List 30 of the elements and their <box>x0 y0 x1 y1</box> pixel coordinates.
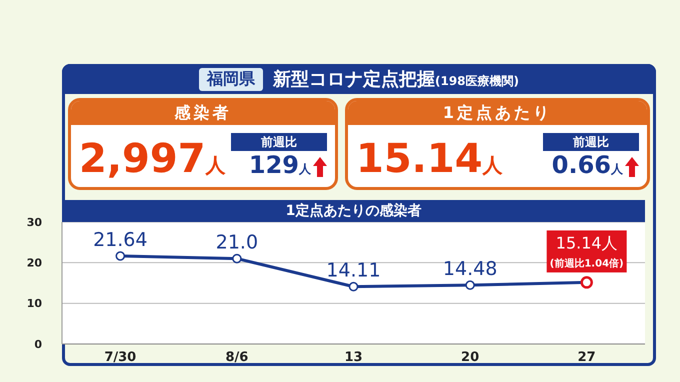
x-tick-label: 8/6 <box>225 350 248 366</box>
text: 1定点あたり <box>348 101 647 125</box>
point <box>232 254 242 264</box>
y-tick-label: 30 <box>26 216 42 229</box>
text: 前週比 <box>231 133 327 151</box>
text: 2,997人 <box>79 136 226 182</box>
text: 前週比 <box>543 133 639 151</box>
data-label: 15.14人 <box>556 233 618 252</box>
point <box>465 280 475 290</box>
text: 0.66人 <box>552 151 623 179</box>
point <box>348 282 358 292</box>
data-label: 21.64 <box>93 228 148 251</box>
y-tick-label: 0 <box>34 338 42 351</box>
text: 福岡県 <box>198 68 263 90</box>
text: 129人 <box>248 151 311 179</box>
text: 感染者 <box>71 101 335 125</box>
y-tick-label: 20 <box>26 256 42 270</box>
x-tick-label: 20 <box>461 350 480 366</box>
x-tick-label: 7/30 <box>104 350 136 366</box>
point <box>116 251 126 261</box>
data-label: 21.0 <box>216 232 258 254</box>
data-label: 14.48 <box>442 258 498 280</box>
data-label: 14.11 <box>326 260 381 282</box>
chart-title: 1定点あたりの感染者 <box>62 200 645 222</box>
annotation: (前週比1.04倍) <box>550 257 624 270</box>
x-tick-label: 27 <box>578 350 596 366</box>
text: (198医療機関) <box>434 74 520 88</box>
text: 15.14人 <box>356 136 503 182</box>
x-tick-label: 13 <box>344 350 363 366</box>
y-tick-label: 10 <box>26 297 42 310</box>
